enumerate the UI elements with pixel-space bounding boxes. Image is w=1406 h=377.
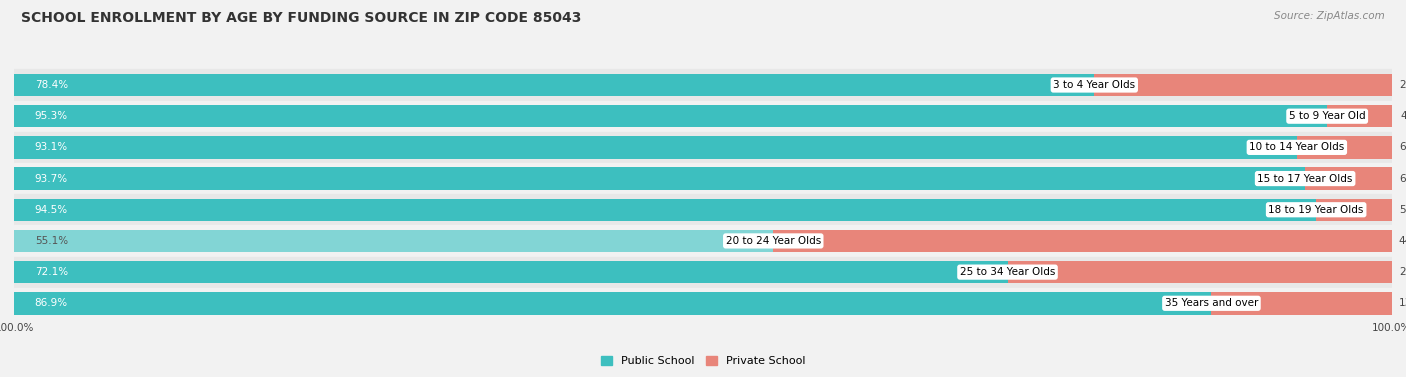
Text: 3 to 4 Year Olds: 3 to 4 Year Olds [1053, 80, 1136, 90]
Text: SCHOOL ENROLLMENT BY AGE BY FUNDING SOURCE IN ZIP CODE 85043: SCHOOL ENROLLMENT BY AGE BY FUNDING SOUR… [21, 11, 582, 25]
Text: 78.4%: 78.4% [35, 80, 67, 90]
Bar [14, 69, 1392, 101]
Bar [14, 101, 1392, 132]
Bar [14, 261, 1008, 284]
Bar [14, 225, 1392, 256]
Text: Source: ZipAtlas.com: Source: ZipAtlas.com [1274, 11, 1385, 21]
Bar [14, 199, 1316, 221]
Text: 55.1%: 55.1% [35, 236, 67, 246]
Bar [14, 256, 1392, 288]
Bar [14, 230, 773, 252]
Text: 27.9%: 27.9% [1399, 267, 1406, 277]
Text: 86.9%: 86.9% [35, 298, 67, 308]
Text: 95.3%: 95.3% [35, 111, 67, 121]
Bar [14, 74, 1094, 96]
Text: 72.1%: 72.1% [35, 267, 67, 277]
Text: 25 to 34 Year Olds: 25 to 34 Year Olds [960, 267, 1054, 277]
Text: 94.5%: 94.5% [35, 205, 67, 215]
Bar [1327, 105, 1393, 127]
Text: 4.8%: 4.8% [1400, 111, 1406, 121]
Legend: Public School, Private School: Public School, Private School [596, 351, 810, 371]
Text: 5 to 9 Year Old: 5 to 9 Year Old [1289, 111, 1365, 121]
Text: 44.9%: 44.9% [1399, 236, 1406, 246]
Bar [14, 163, 1392, 194]
Text: 13.1%: 13.1% [1399, 298, 1406, 308]
Bar [14, 132, 1392, 163]
Text: 15 to 17 Year Olds: 15 to 17 Year Olds [1257, 173, 1353, 184]
Bar [14, 167, 1305, 190]
Bar [1305, 167, 1392, 190]
Bar [1094, 74, 1392, 96]
Bar [14, 194, 1392, 225]
Bar [1212, 292, 1392, 314]
Text: 20 to 24 Year Olds: 20 to 24 Year Olds [725, 236, 821, 246]
Bar [14, 105, 1327, 127]
Text: 6.3%: 6.3% [1399, 173, 1406, 184]
Bar [14, 292, 1212, 314]
Text: 21.6%: 21.6% [1399, 80, 1406, 90]
Text: 10 to 14 Year Olds: 10 to 14 Year Olds [1250, 143, 1344, 152]
Bar [14, 288, 1392, 319]
Bar [1008, 261, 1392, 284]
Text: 18 to 19 Year Olds: 18 to 19 Year Olds [1268, 205, 1364, 215]
Bar [14, 136, 1296, 159]
Text: 5.5%: 5.5% [1399, 205, 1406, 215]
Text: 93.7%: 93.7% [35, 173, 67, 184]
Bar [773, 230, 1392, 252]
Bar [1296, 136, 1392, 159]
Text: 93.1%: 93.1% [35, 143, 67, 152]
Text: 6.9%: 6.9% [1399, 143, 1406, 152]
Text: 35 Years and over: 35 Years and over [1164, 298, 1258, 308]
Bar [1316, 199, 1392, 221]
